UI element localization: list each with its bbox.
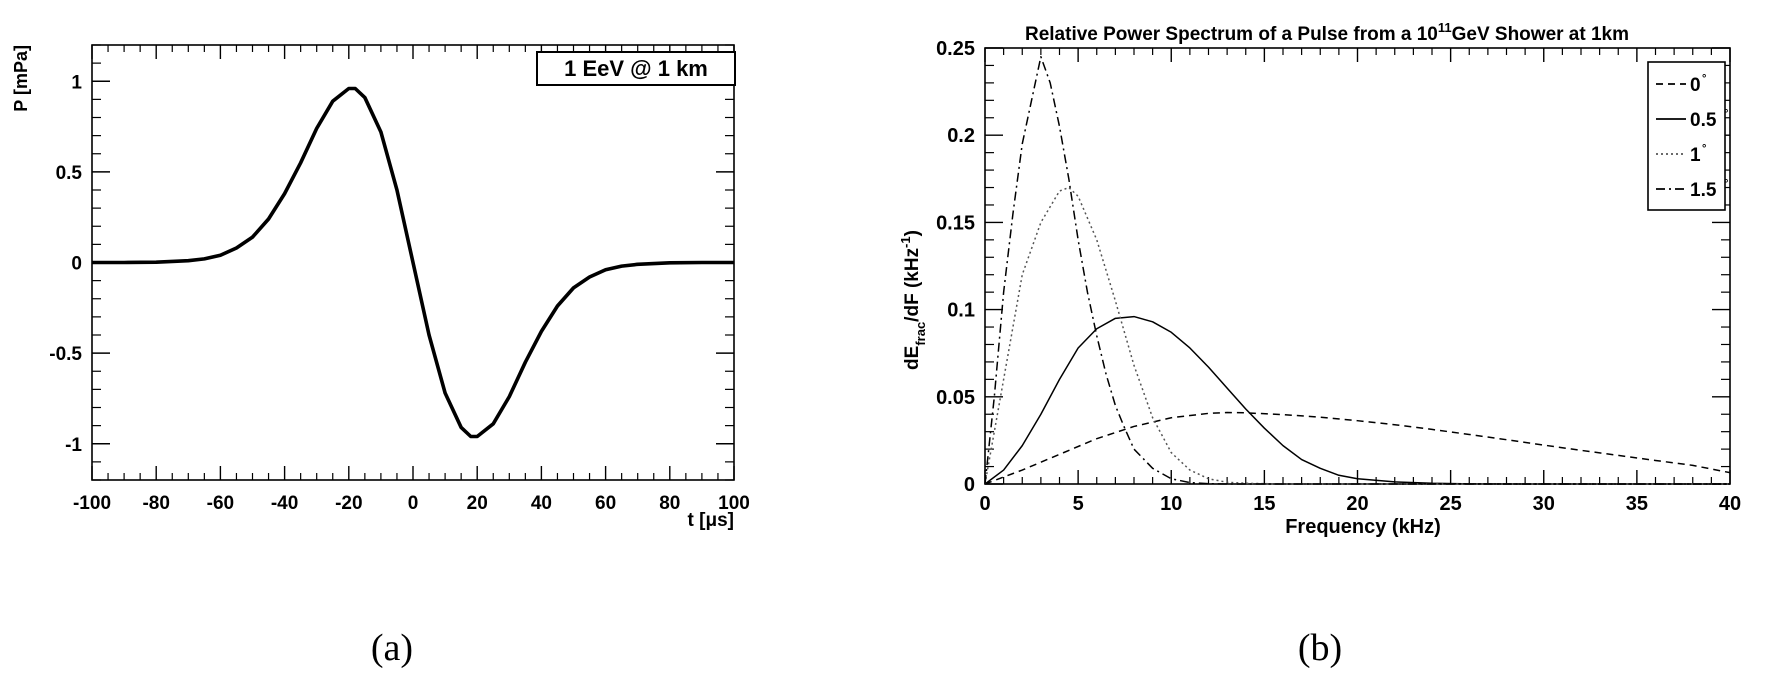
x-tick-label: 25 [1440,493,1462,515]
series-line-0 [92,86,734,439]
legend-label-3: 1.5 [1690,180,1717,201]
panel-a-legend: 1 EeV @ 1 km [536,51,736,86]
x-tick-label: 30 [1533,493,1555,515]
legend-label-2: 1 [1690,145,1701,166]
panel-b-plot-frame [984,47,1731,485]
y-tick-label: 0 [964,474,975,496]
x-tick-label: 40 [1719,493,1741,515]
y-tick-label: 1 [71,72,82,93]
x-tick-label: -20 [335,493,362,514]
panel-b-curves [984,55,1731,485]
x-tick-label: 20 [467,493,488,514]
x-tick-label: 10 [1160,493,1182,515]
x-tick-label: 0 [408,493,419,514]
y-tick-label: 0.25 [936,38,975,60]
y-tick-label: 0 [71,254,82,275]
panel-a-legend-box [536,51,736,86]
panel-b-legend-box [1647,61,1726,211]
x-tick-label: -40 [271,493,298,514]
x-tick-label: -100 [73,493,111,514]
legend-degree-icon: ° [1724,178,1728,190]
panel-a-y-axis-label: P [mPa] [11,45,31,112]
series-line-1 [984,315,1730,485]
x-tick-label: 100 [718,493,750,514]
panel-b-legend: 0 °0.5 °1 °1.5 ° [1647,61,1728,211]
y-tick-label: 0.05 [936,387,975,409]
legend-degree-icon: ° [1702,73,1706,85]
y-tick-label: 0.2 [947,125,975,147]
x-tick-label: 0 [979,493,990,515]
y-tick-label: -0.5 [49,344,82,365]
legend-degree-icon: ° [1702,143,1706,155]
panel-b-caption: (b) [1298,627,1342,669]
y-tick-label: 0.5 [56,163,83,184]
panel-a-chart: -100 -80 -60 -40 -20 0 20 40 60 80 100 -1 -0.5 0 0.5 1 … [11,44,750,669]
series-line-3 [984,55,1730,485]
x-tick-label: 35 [1626,493,1648,515]
panel-a-curves [92,86,734,439]
x-tick-label: 15 [1253,493,1275,515]
x-tick-label: -60 [207,493,234,514]
panel-a-caption: (a) [371,627,413,669]
panel-b-x-axis-label: Frequency (kHz) [1285,516,1441,538]
y-tick-label: -1 [65,435,82,456]
legend-label-0: 0 [1690,75,1701,96]
x-tick-label: 5 [1073,493,1084,515]
panel-b-title: Relative Power Spectrum of a Pulse from … [1025,20,1629,45]
series-line-0 [984,411,1731,485]
panel-a-ticks: -100 -80 -60 -40 -20 0 20 40 60 80 100 -1 -0.5 0 0.5 1 [49,44,750,514]
panel-b-y-axis-label: dEfrac/dF (kHz-1) [898,230,928,370]
legend-label-1: 0.5 [1690,110,1717,131]
y-tick-label: 0.15 [936,212,975,234]
x-tick-label: 20 [1346,493,1368,515]
x-tick-label: 40 [531,493,552,514]
x-tick-label: -80 [142,493,169,514]
series-line-2 [984,186,1730,485]
legend-degree-icon: ° [1724,108,1728,120]
y-tick-label: 0.1 [947,300,975,322]
x-tick-label: 80 [659,493,680,514]
x-tick-label: 60 [595,493,616,514]
panel-a-legend-label: 1 EeV @ 1 km [564,56,708,81]
panel-b-chart: Relative Power Spectrum of a Pulse from … [898,20,1741,669]
panel-a-x-axis-label: t [μs] [688,510,734,531]
